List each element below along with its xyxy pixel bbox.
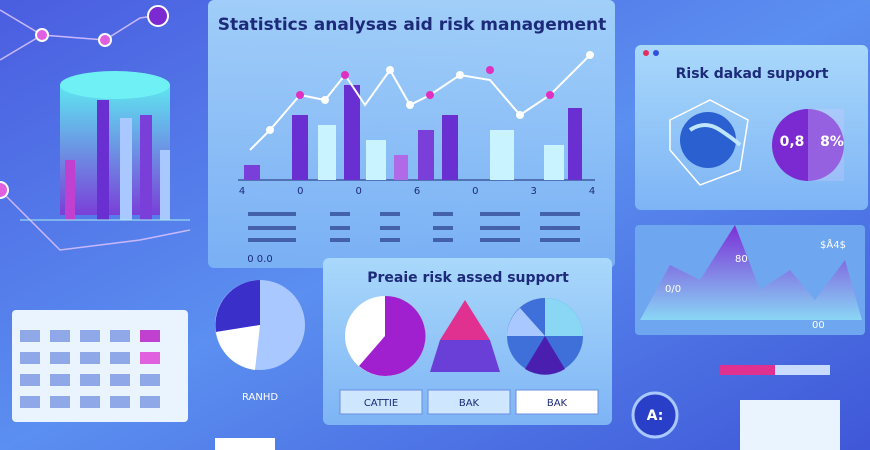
- mountains: [640, 225, 862, 320]
- analysis-panel: [208, 0, 615, 268]
- x-label: 4: [239, 186, 245, 197]
- x-label: 3: [530, 186, 536, 197]
- gauge-right: 8%: [820, 134, 844, 150]
- x-label: 0: [472, 186, 478, 197]
- pyramid: [430, 300, 500, 372]
- button-label[interactable]: CATTIE: [364, 398, 398, 409]
- button[interactable]: [339, 389, 423, 415]
- terrain-label: 0/0: [665, 284, 681, 295]
- x-label: 4: [589, 186, 595, 197]
- pie-left: [215, 280, 305, 370]
- button-label[interactable]: BAK: [547, 398, 568, 409]
- button[interactable]: [427, 389, 511, 415]
- network-nodes: [0, 5, 169, 199]
- badge: [631, 391, 679, 439]
- calendar-cells: [20, 330, 160, 408]
- x-label: 0: [297, 186, 303, 197]
- x-label: 6: [414, 186, 420, 197]
- legend-rows: [248, 212, 580, 242]
- risk-title: Risk dakad support: [676, 66, 829, 82]
- panel-title: Statistics analysas aid risk management: [218, 15, 606, 35]
- terrain-label: 00: [812, 320, 825, 331]
- button[interactable]: [515, 389, 599, 415]
- terrain-label: $Å4$: [820, 238, 846, 251]
- bar-chart: [238, 51, 595, 181]
- badge-label: A:: [647, 408, 664, 424]
- pie-b: [507, 298, 583, 375]
- card: [740, 400, 840, 450]
- pie-label: RANHD: [242, 392, 278, 403]
- terrain-label: 80: [735, 254, 748, 265]
- globe: [669, 99, 749, 186]
- buttons: CATTIE BAK BAK: [339, 389, 599, 415]
- x-label: 0: [355, 186, 361, 197]
- x-labels: 4 0 0 6 0 3 4: [239, 186, 595, 197]
- support-title: Preaie risk assed support: [367, 270, 569, 286]
- chart-footer: 0 0.0: [247, 254, 272, 265]
- button-label[interactable]: BAK: [459, 398, 480, 409]
- screen: [215, 438, 275, 450]
- gauge: [772, 109, 844, 181]
- gauge-left: 0,8: [780, 134, 805, 150]
- cylinder-chart: [20, 71, 190, 221]
- pie-a: [345, 295, 426, 376]
